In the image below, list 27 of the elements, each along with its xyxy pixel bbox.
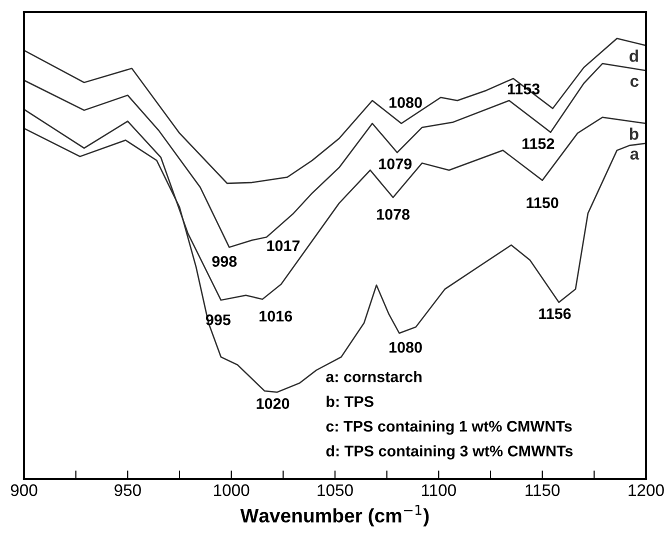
x-tick-label: 1200	[628, 484, 664, 496]
annotation: 1016	[260, 310, 292, 322]
x-axis-title: Wavenumber (cm$^{−1}$)	[240, 504, 429, 526]
x-tick-label: 1000	[214, 484, 250, 496]
annotation: 1080	[390, 342, 422, 353]
x-tick-label: 950	[114, 484, 141, 496]
annotation: c: TPS containing 1 wt% CMWNTs	[326, 420, 572, 435]
annotation: 1079	[379, 158, 412, 170]
x-tick-label: 900	[10, 484, 38, 496]
annotation: 1150	[526, 197, 558, 208]
series-label: c	[630, 78, 639, 88]
annotation: 1156	[539, 308, 571, 320]
annotation: 1080	[390, 97, 422, 108]
annotation: 1078	[377, 208, 410, 220]
annotation: 1020	[256, 398, 290, 409]
annotation: 1152	[522, 138, 554, 150]
x-tick-label: 1100	[422, 484, 456, 496]
x-tick-label: 1150	[526, 484, 560, 496]
series-label: a	[630, 150, 640, 160]
annotation: b: TPS	[326, 396, 374, 407]
series-label: d	[630, 50, 638, 62]
annotation: 1017	[267, 240, 300, 252]
series-label: b	[630, 128, 638, 140]
annotation: 998	[212, 256, 237, 267]
annotation: a: cornstarch	[326, 371, 422, 382]
x-tick-label: 1050	[318, 484, 353, 496]
annotation: d: TPS containing 3 wt% CMWNTs	[326, 445, 573, 460]
